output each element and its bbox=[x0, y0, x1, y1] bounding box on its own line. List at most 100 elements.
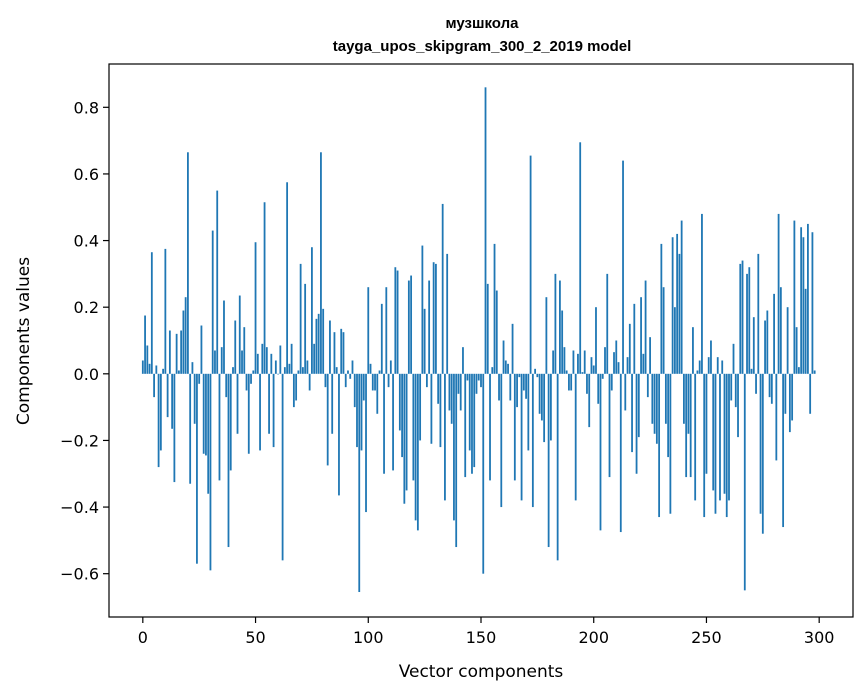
bar-257 bbox=[721, 360, 724, 374]
bar-225 bbox=[649, 337, 651, 374]
bar-122 bbox=[416, 373, 419, 531]
bar-186 bbox=[561, 310, 564, 374]
bar-120 bbox=[412, 373, 415, 481]
bar-157 bbox=[495, 290, 498, 374]
bar-183 bbox=[554, 273, 557, 374]
bar-294 bbox=[804, 288, 807, 374]
bar-110 bbox=[389, 360, 392, 374]
bar-40 bbox=[232, 367, 234, 374]
bar-182 bbox=[552, 350, 555, 374]
y-tick-label: 0.6 bbox=[74, 165, 99, 184]
bar-245 bbox=[694, 373, 697, 501]
bar-1 bbox=[144, 315, 146, 374]
bar-144 bbox=[466, 373, 469, 381]
bar-199 bbox=[590, 357, 593, 374]
bar-194 bbox=[579, 142, 582, 374]
bar-104 bbox=[376, 373, 379, 414]
bar-237 bbox=[676, 233, 679, 374]
bar-282 bbox=[777, 213, 780, 374]
bar-32 bbox=[214, 350, 216, 374]
bar-48 bbox=[250, 373, 252, 384]
bar-128 bbox=[430, 373, 433, 444]
bar-76 bbox=[313, 343, 316, 374]
bar-167 bbox=[518, 373, 521, 378]
bar-5 bbox=[153, 373, 155, 398]
bar-219 bbox=[635, 373, 638, 474]
bar-123 bbox=[419, 373, 422, 441]
bar-251 bbox=[707, 357, 710, 374]
bar-95 bbox=[356, 373, 358, 448]
bar-188 bbox=[565, 370, 568, 374]
bar-34 bbox=[218, 373, 221, 481]
bar-137 bbox=[450, 373, 453, 424]
bar-202 bbox=[597, 373, 600, 404]
bar-234 bbox=[669, 373, 672, 514]
bar-230 bbox=[660, 243, 663, 374]
bar-84 bbox=[331, 373, 334, 434]
bar-145 bbox=[468, 373, 471, 451]
bar-118 bbox=[407, 280, 410, 374]
bar-173 bbox=[531, 373, 534, 508]
bar-86 bbox=[335, 367, 338, 374]
bar-102 bbox=[371, 373, 374, 391]
bar-289 bbox=[793, 220, 796, 374]
bar-44 bbox=[241, 350, 243, 374]
y-tick-label: 0.4 bbox=[74, 232, 99, 251]
bar-83 bbox=[329, 320, 331, 374]
bar-165 bbox=[513, 373, 516, 481]
bar-240 bbox=[683, 373, 685, 424]
bar-261 bbox=[730, 373, 733, 401]
bar-10 bbox=[164, 248, 167, 374]
bar-209 bbox=[613, 352, 615, 374]
bar-21 bbox=[189, 373, 192, 484]
bar-116 bbox=[403, 373, 406, 504]
bar-97 bbox=[360, 373, 363, 451]
bar-278 bbox=[768, 373, 771, 398]
bar-79 bbox=[320, 152, 322, 374]
bar-117 bbox=[405, 373, 408, 491]
bar-232 bbox=[664, 373, 667, 424]
bar-135 bbox=[446, 253, 449, 374]
bar-67 bbox=[292, 373, 295, 408]
bar-295 bbox=[807, 223, 809, 374]
bar-134 bbox=[444, 373, 446, 501]
bar-263 bbox=[734, 373, 737, 408]
x-tick-label: 100 bbox=[353, 628, 384, 647]
bar-198 bbox=[588, 373, 591, 428]
bar-242 bbox=[687, 373, 690, 434]
bar-215 bbox=[626, 357, 629, 374]
bar-288 bbox=[791, 373, 794, 421]
bar-38 bbox=[227, 373, 230, 548]
bar-218 bbox=[633, 303, 636, 374]
bar-220 bbox=[637, 373, 640, 438]
bar-53 bbox=[261, 343, 264, 374]
bar-18 bbox=[182, 310, 185, 374]
bar-172 bbox=[529, 155, 532, 374]
bar-96 bbox=[358, 373, 361, 593]
bar-286 bbox=[786, 307, 789, 374]
bar-185 bbox=[559, 280, 561, 374]
bar-276 bbox=[764, 320, 766, 374]
bar-205 bbox=[604, 347, 606, 374]
bar-7 bbox=[157, 373, 160, 468]
bar-138 bbox=[453, 373, 455, 521]
bar-149 bbox=[477, 373, 480, 381]
bar-235 bbox=[671, 237, 674, 374]
bar-54 bbox=[263, 202, 266, 374]
bar-177 bbox=[540, 373, 543, 421]
bar-272 bbox=[755, 373, 757, 394]
bar-170 bbox=[525, 373, 527, 399]
bar-271 bbox=[752, 317, 755, 374]
bar-259 bbox=[725, 373, 728, 518]
bar-266 bbox=[741, 260, 744, 374]
bar-195 bbox=[581, 372, 584, 374]
bar-166 bbox=[516, 373, 518, 408]
bar-153 bbox=[486, 283, 489, 374]
bar-103 bbox=[374, 373, 376, 391]
bar-201 bbox=[595, 307, 597, 374]
bar-226 bbox=[651, 373, 654, 424]
bar-270 bbox=[750, 368, 753, 374]
y-axis-label: Components values bbox=[14, 257, 34, 425]
bar-36 bbox=[223, 300, 225, 374]
bar-26 bbox=[200, 325, 203, 374]
